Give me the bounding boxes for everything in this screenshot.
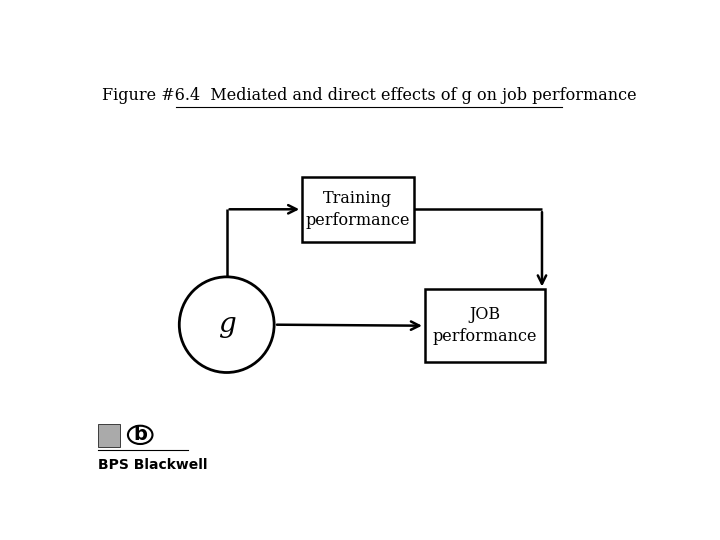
Text: JOB
performance: JOB performance [433, 306, 537, 345]
Text: b: b [133, 426, 147, 444]
Text: g: g [218, 311, 235, 338]
Bar [99, 424, 120, 447]
Text: Training
performance: Training performance [305, 190, 410, 229]
Text: Figure #6.4  Mediated and direct effects of g on job performance: Figure #6.4 Mediated and direct effects … [102, 87, 636, 104]
Text: BPS Blackwell: BPS Blackwell [99, 458, 208, 472]
